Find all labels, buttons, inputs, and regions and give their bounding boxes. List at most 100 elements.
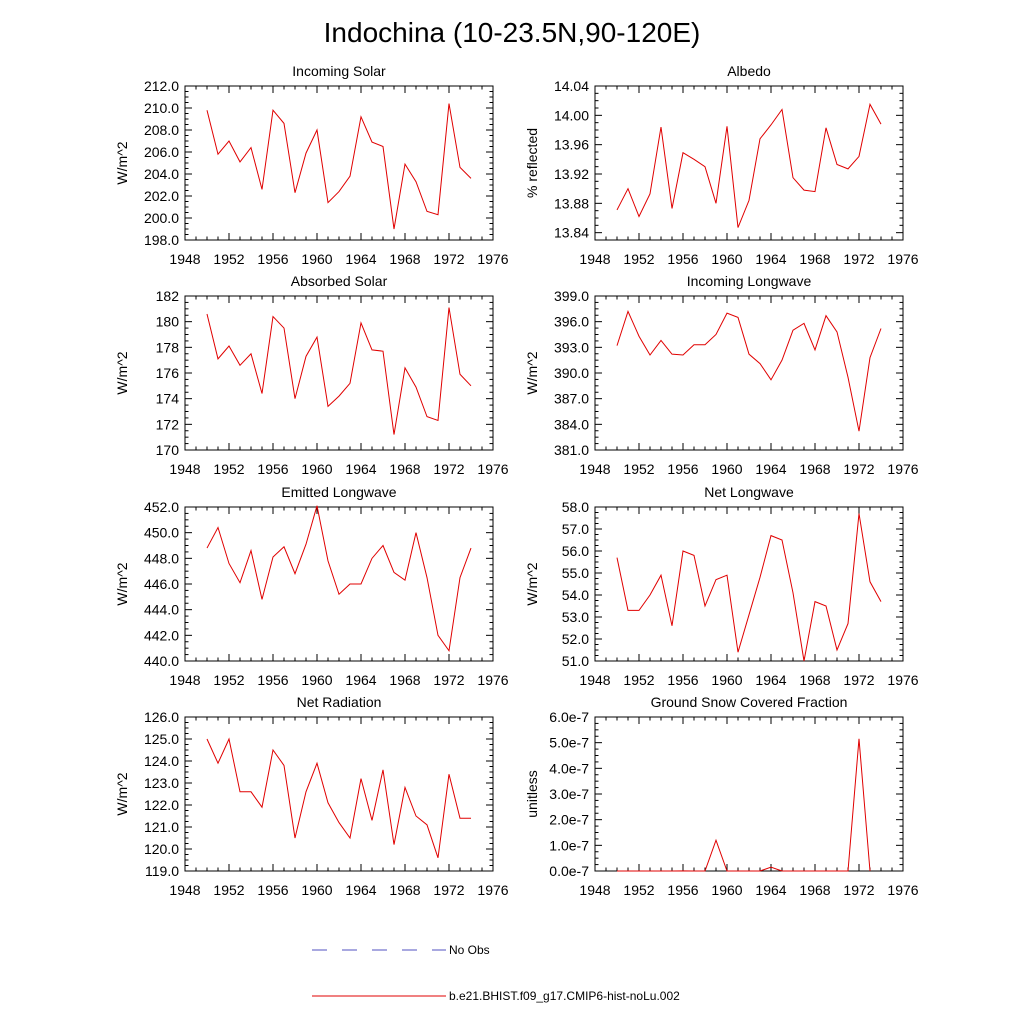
plot-frame xyxy=(594,295,904,451)
x-tick-label: 1968 xyxy=(389,672,420,688)
x-tick-label: 1948 xyxy=(169,461,200,477)
panel-title: Incoming Solar xyxy=(292,63,386,79)
x-tick-label: 1960 xyxy=(711,251,742,267)
x-tick-label: 1964 xyxy=(755,251,786,267)
y-tick-label: 396.0 xyxy=(554,314,589,330)
y-tick-label: 198.0 xyxy=(144,232,179,248)
x-tick-label: 1964 xyxy=(755,882,786,898)
y-tick-label: 446.0 xyxy=(144,576,179,592)
y-tick-label: 444.0 xyxy=(144,602,179,618)
plot-frame xyxy=(594,506,904,662)
x-tick-label: 1972 xyxy=(433,882,464,898)
x-tick-label: 1976 xyxy=(887,461,918,477)
x-tick-label: 1956 xyxy=(257,882,288,898)
y-tick-label: 57.0 xyxy=(562,521,589,537)
y-tick-label: 206.0 xyxy=(144,144,179,160)
y-tick-label: 452.0 xyxy=(144,499,179,515)
y-tick-label: 4.0e-7 xyxy=(549,760,589,776)
chart-panel-2: Absorbed Solar W/m^2 1948 1952 1956 1960 1964 1… xyxy=(114,273,509,477)
legend: No Obs b.e21.BHIST.f09_g17.CMIP6-hist-noL… xyxy=(312,943,680,1003)
plot-frame xyxy=(184,85,494,241)
chart-panel-5: Net Longwave W/m^2 1948 1952 1956 1960 1964 196… xyxy=(524,484,919,688)
x-tick-label: 1968 xyxy=(799,882,830,898)
y-tick-label: 124.0 xyxy=(144,753,179,769)
x-tick-label: 1952 xyxy=(623,251,654,267)
x-tick-label: 1960 xyxy=(301,461,332,477)
y-tick-label: 204.0 xyxy=(144,166,179,182)
y-tick-label: 450.0 xyxy=(144,525,179,541)
legend-label-0: No Obs xyxy=(449,943,490,957)
y-tick-label: 123.0 xyxy=(144,775,179,791)
x-tick-label: 1952 xyxy=(623,672,654,688)
y-tick-label: 3.0e-7 xyxy=(549,786,589,802)
y-tick-label: 174 xyxy=(156,391,180,407)
x-tick-label: 1972 xyxy=(843,251,874,267)
x-tick-label: 1972 xyxy=(433,672,464,688)
series-line xyxy=(206,505,472,653)
y-tick-label: 202.0 xyxy=(144,188,179,204)
y-axis-label: W/m^2 xyxy=(114,141,130,184)
x-tick-label: 1964 xyxy=(345,251,376,267)
y-tick-label: 55.0 xyxy=(562,565,589,581)
y-tick-label: 53.0 xyxy=(562,609,589,625)
y-tick-label: 0.0e-7 xyxy=(549,863,589,879)
x-tick-label: 1964 xyxy=(345,461,376,477)
chart-panel-7: Ground Snow Covered Fraction unitless 1948… xyxy=(524,694,919,898)
y-axis-label: W/m^2 xyxy=(114,562,130,605)
y-tick-label: 208.0 xyxy=(144,122,179,138)
panel-title: Net Radiation xyxy=(297,694,382,710)
y-tick-label: 399.0 xyxy=(554,288,589,304)
x-tick-label: 1976 xyxy=(887,672,918,688)
y-tick-label: 119.0 xyxy=(145,863,179,879)
figure-title: Indochina (10-23.5N,90-120E) xyxy=(324,17,701,48)
y-tick-label: 51.0 xyxy=(562,653,589,669)
x-tick-label: 1952 xyxy=(213,672,244,688)
plot-frame xyxy=(184,295,494,451)
x-tick-label: 1956 xyxy=(667,461,698,477)
x-tick-label: 1952 xyxy=(623,882,654,898)
x-tick-label: 1968 xyxy=(799,461,830,477)
y-tick-label: 182 xyxy=(156,288,180,304)
y-tick-label: 210.0 xyxy=(144,100,179,116)
series-line xyxy=(206,103,472,230)
y-tick-label: 120.0 xyxy=(144,841,179,857)
x-tick-label: 1948 xyxy=(169,672,200,688)
y-tick-label: 448.0 xyxy=(144,550,179,566)
y-axis-label: W/m^2 xyxy=(114,772,130,815)
x-tick-label: 1956 xyxy=(257,461,288,477)
y-tick-label: 200.0 xyxy=(144,210,179,226)
series-line xyxy=(616,309,882,432)
y-tick-label: 384.0 xyxy=(554,416,589,432)
x-tick-label: 1972 xyxy=(843,882,874,898)
y-axis-label: W/m^2 xyxy=(524,351,540,394)
series-line xyxy=(617,738,871,872)
y-tick-label: 381.0 xyxy=(554,442,589,458)
x-tick-label: 1976 xyxy=(477,251,508,267)
chart-panel-3: Incoming Longwave W/m^2 1948 1952 1956 1960 19… xyxy=(524,273,919,477)
x-tick-label: 1964 xyxy=(755,461,786,477)
x-tick-label: 1956 xyxy=(667,672,698,688)
chart-panel-6: Net Radiation W/m^2 1948 1952 1956 1960 1964 19… xyxy=(114,694,509,898)
y-tick-label: 126.0 xyxy=(144,709,179,725)
x-tick-label: 1948 xyxy=(579,672,610,688)
y-tick-label: 170 xyxy=(156,442,180,458)
y-axis-label: % reflected xyxy=(524,128,540,198)
x-tick-label: 1972 xyxy=(843,461,874,477)
panel-title: Incoming Longwave xyxy=(687,273,812,289)
y-tick-label: 5.0e-7 xyxy=(549,735,589,751)
x-tick-label: 1972 xyxy=(433,251,464,267)
x-tick-label: 1956 xyxy=(257,672,288,688)
y-tick-label: 125.0 xyxy=(144,731,179,747)
legend-label-1: b.e21.BHIST.f09_g17.CMIP6-hist-noLu.002 xyxy=(449,989,680,1003)
x-tick-label: 1976 xyxy=(887,882,918,898)
x-tick-label: 1952 xyxy=(213,251,244,267)
y-tick-label: 180 xyxy=(156,314,180,330)
y-axis-label: W/m^2 xyxy=(524,562,540,605)
x-tick-label: 1952 xyxy=(623,461,654,477)
x-tick-label: 1948 xyxy=(579,251,610,267)
y-tick-label: 121.0 xyxy=(144,819,179,835)
x-tick-label: 1964 xyxy=(345,672,376,688)
panel-title: Net Longwave xyxy=(704,484,794,500)
chart-panel-1: Albedo % reflected 1948 1952 1956 1960 1964 196… xyxy=(524,63,919,267)
